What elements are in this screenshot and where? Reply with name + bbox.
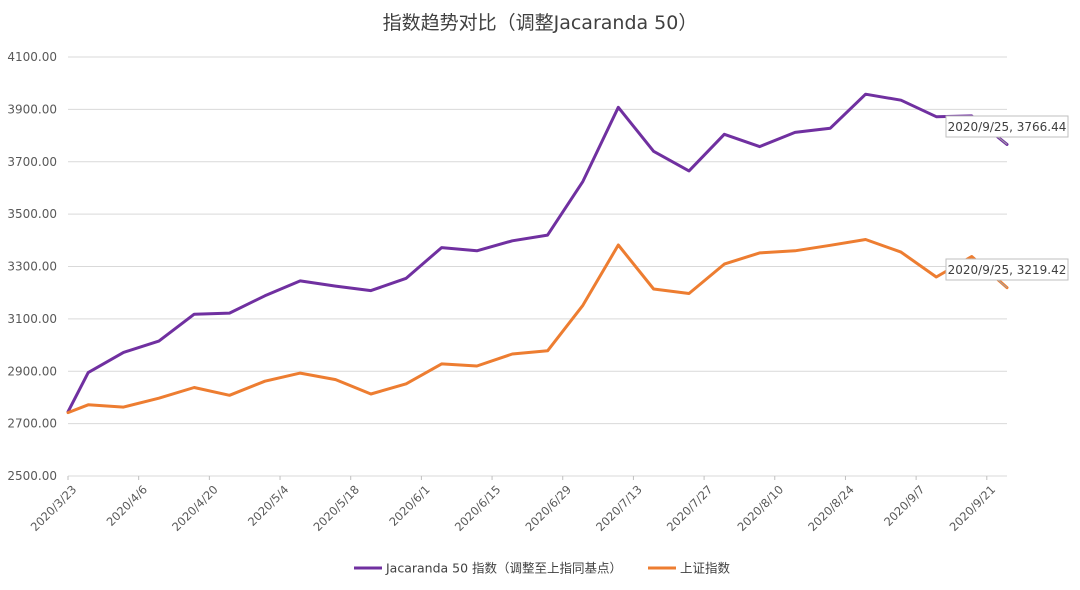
callout-box <box>945 115 1069 138</box>
y-tick-label: 3900.00 <box>7 102 57 116</box>
x-tick-label: 2020/5/4 <box>245 482 291 528</box>
x-tick-label: 2020/9/21 <box>947 482 999 534</box>
x-tick-label: 2020/4/20 <box>169 482 221 534</box>
y-tick-label: 2900.00 <box>7 364 57 378</box>
chart-title: 指数趋势对比（调整Jacaranda 50） <box>383 12 698 34</box>
y-tick-label: 2500.00 <box>7 469 57 483</box>
y-tick-label: 3700.00 <box>7 155 57 169</box>
x-tick-label: 2020/6/1 <box>386 482 432 528</box>
x-tick-label: 2020/6/15 <box>452 482 504 534</box>
x-tick-label: 2020/7/27 <box>664 482 716 534</box>
x-axis: 2020/3/23 2020/4/6 2020/4/20 2020/5/4 2020/5… <box>28 476 998 534</box>
callout-label: 2020/9/25, 3219.42 <box>948 263 1067 277</box>
series-line-0 <box>66 92 1009 414</box>
callout-leader <box>997 136 1008 145</box>
x-tick-label: 2020/5/18 <box>310 482 362 534</box>
y-tick-label: 4100.00 <box>7 50 57 64</box>
legend-label-1: 上证指数 <box>680 561 731 576</box>
y-tick-label: 3100.00 <box>7 312 57 326</box>
callout-label: 2020/9/25, 3766.44 <box>948 120 1067 134</box>
x-tick-label: 2020/9/7 <box>881 482 927 528</box>
x-tick-label: 2020/4/6 <box>104 482 150 528</box>
legend-label-0: Jacaranda 50 指数（调整至上指同基点） <box>385 561 622 576</box>
callout-leader <box>997 279 1008 288</box>
callout-box <box>945 258 1069 281</box>
series-lines <box>66 92 1009 415</box>
series-line-1 <box>66 238 1009 415</box>
y-tick-label: 3300.00 <box>7 260 57 274</box>
x-tick-label: 2020/8/10 <box>735 482 787 534</box>
data-callouts: 2020/9/25, 3766.44 2020/9/25, 3219.42 <box>945 115 1069 288</box>
legend: Jacaranda 50 指数（调整至上指同基点） 上证指数 <box>354 561 731 576</box>
x-tick-label: 2020/7/13 <box>593 482 645 534</box>
y-tick-label: 3500.00 <box>7 207 57 221</box>
gridlines <box>68 56 1007 477</box>
x-tick-label: 2020/6/29 <box>522 482 574 534</box>
y-tick-label: 2700.00 <box>7 417 57 431</box>
y-axis: 4100.00 3900.00 3700.00 3500.00 3300.00 3100.… <box>7 50 57 483</box>
x-tick-label: 2020/8/24 <box>805 482 857 534</box>
x-tick-label: 2020/3/23 <box>28 482 80 534</box>
